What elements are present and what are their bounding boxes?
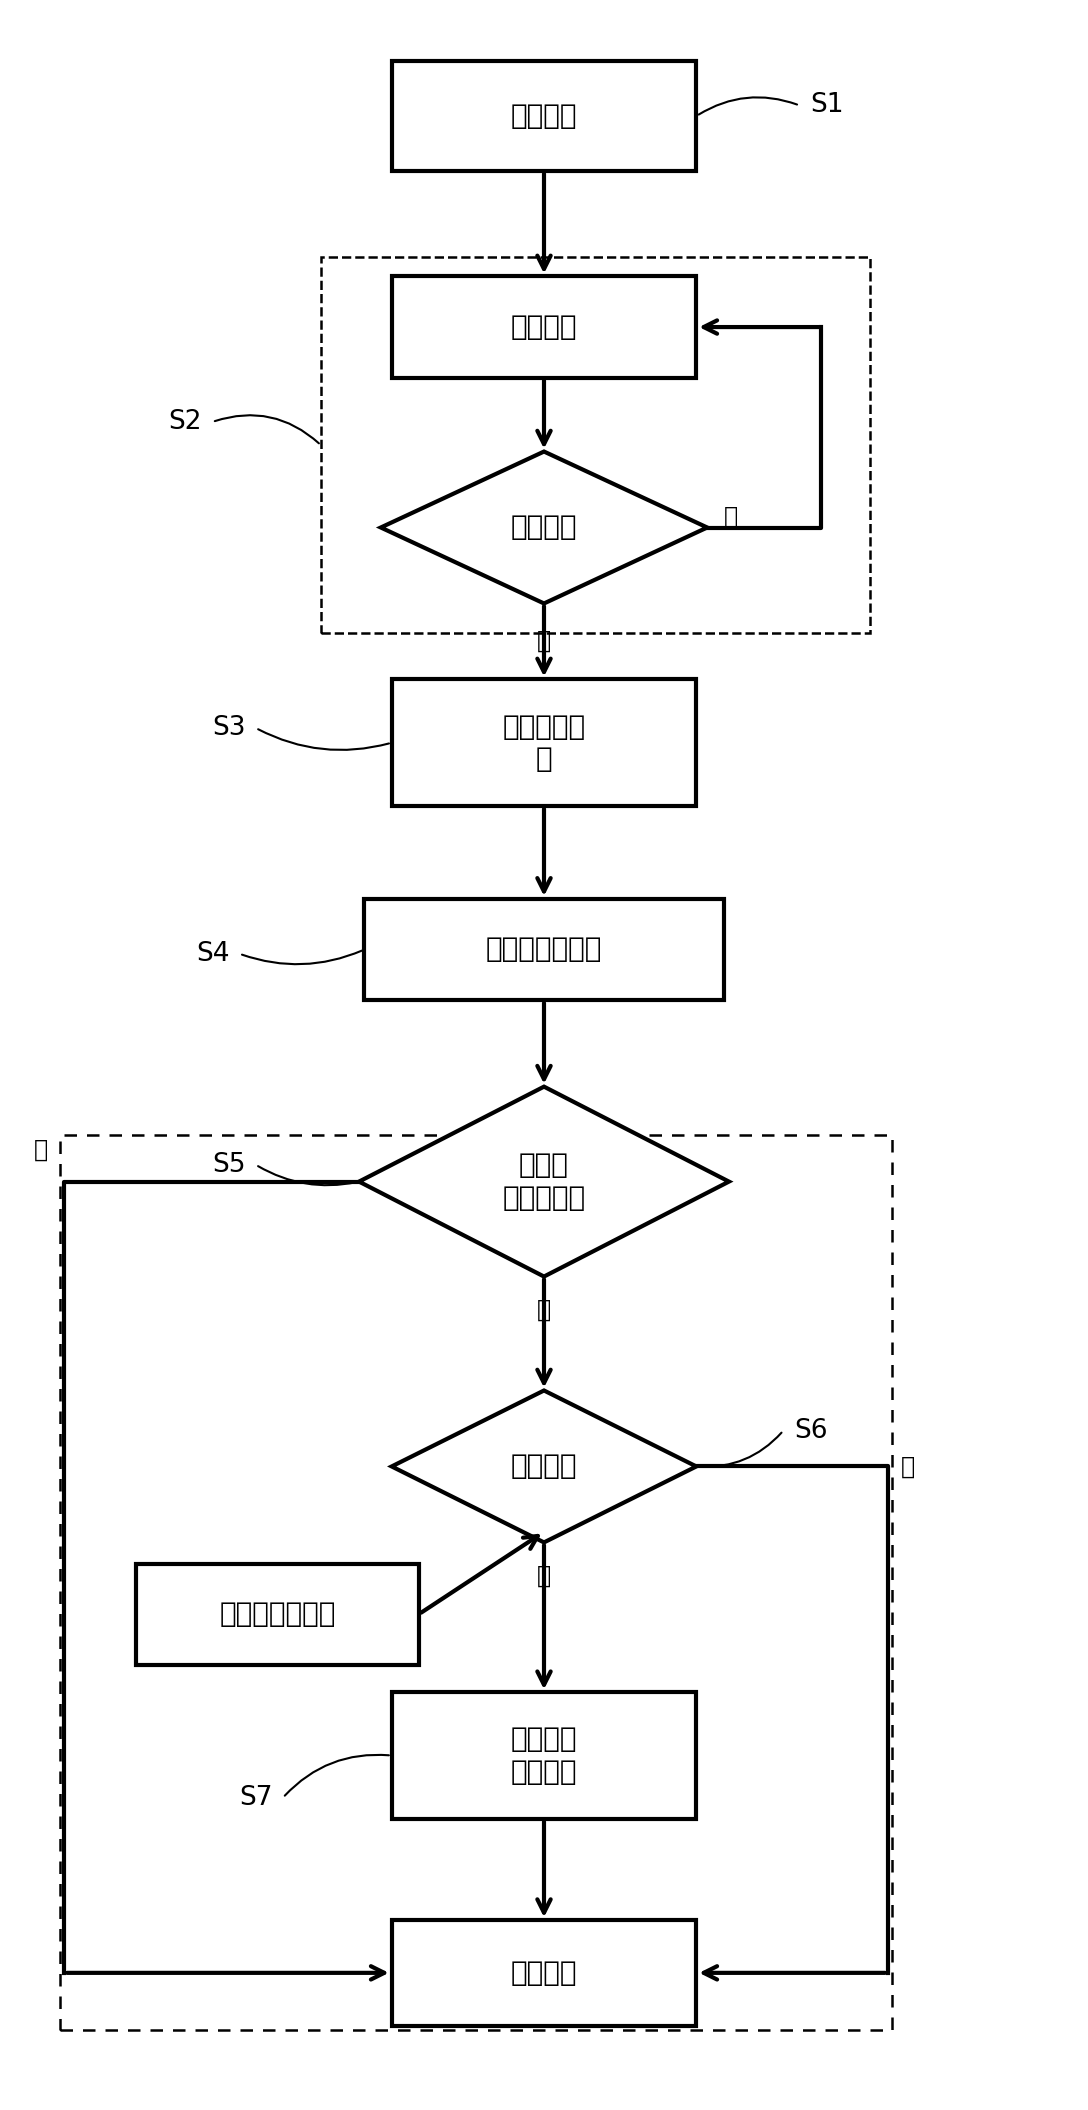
Text: S4: S4 [196, 941, 230, 966]
Text: 数据采集: 数据采集 [510, 101, 578, 131]
Text: S5: S5 [212, 1152, 246, 1177]
Bar [392, 1692, 696, 1819]
Text: S1: S1 [811, 93, 844, 118]
Text: 分析处理数
据: 分析处理数 据 [503, 713, 585, 772]
Bar [392, 276, 696, 378]
Text: 否: 否 [724, 504, 738, 530]
Text: 否: 否 [901, 1454, 915, 1479]
Text: 输出结果: 输出结果 [510, 1958, 578, 1988]
Bar [392, 61, 696, 171]
Text: 管涌判定: 管涌判定 [510, 1452, 578, 1481]
Text: 尾矿坝阶段分析: 尾矿坝阶段分析 [220, 1599, 335, 1629]
Bar [136, 1564, 419, 1665]
Text: S6: S6 [794, 1418, 828, 1443]
Text: 否: 否 [537, 1298, 551, 1321]
Text: 情景构建
动画制作: 情景构建 动画制作 [510, 1726, 578, 1785]
Text: 尾矿坝
稳定性计算: 尾矿坝 稳定性计算 [503, 1152, 585, 1211]
Text: 是: 是 [34, 1137, 48, 1163]
Text: S2: S2 [169, 409, 202, 435]
Text: 是: 是 [537, 629, 551, 652]
Text: 是: 是 [537, 1564, 551, 1587]
Text: 检查数据: 检查数据 [510, 513, 578, 542]
Text: S3: S3 [212, 715, 246, 741]
Bar [60, 1135, 892, 2030]
Bar [321, 257, 870, 633]
Text: 输入数据: 输入数据 [510, 312, 578, 342]
Polygon shape [359, 1087, 729, 1277]
Text: S7: S7 [239, 1785, 273, 1810]
Bar [392, 1920, 696, 2026]
Polygon shape [392, 1390, 696, 1542]
Bar [392, 679, 696, 806]
Polygon shape [381, 452, 707, 603]
Text: 浸润线方程计算: 浸润线方程计算 [486, 935, 602, 964]
Bar [364, 899, 724, 1000]
